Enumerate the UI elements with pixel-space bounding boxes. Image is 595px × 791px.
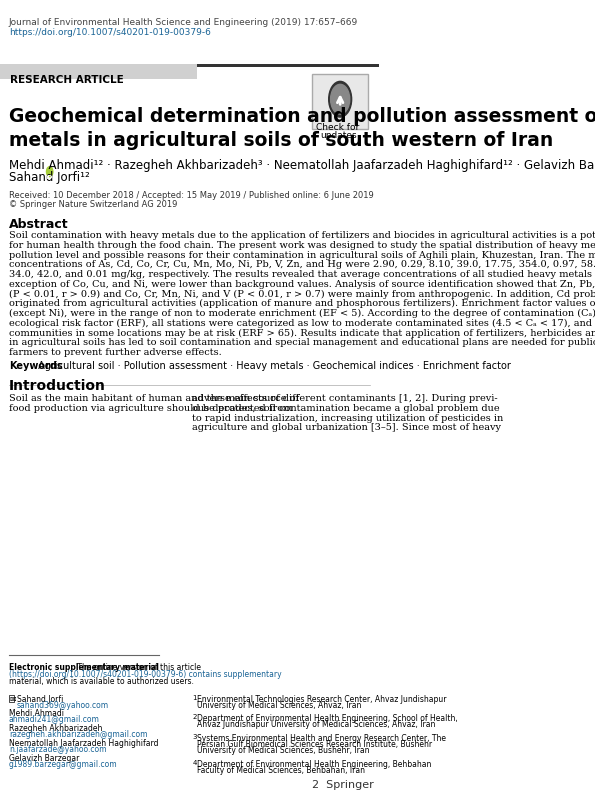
Text: Razegheh Akhbarizadeh: Razegheh Akhbarizadeh bbox=[9, 725, 102, 733]
Text: pollution level and possible reasons for their contamination in agricultural soi: pollution level and possible reasons for… bbox=[9, 251, 595, 259]
Circle shape bbox=[328, 81, 352, 117]
Text: Sahand Jorfi: Sahand Jorfi bbox=[17, 694, 63, 703]
Text: Abstract: Abstract bbox=[9, 218, 68, 231]
Text: Agricultural soil · Pollution assessment · Heavy metals · Geochemical indices · : Agricultural soil · Pollution assessment… bbox=[35, 361, 511, 370]
Text: 2  Springer: 2 Springer bbox=[312, 780, 374, 790]
Text: for human health through the food chain. The present work was designed to study : for human health through the food chain.… bbox=[9, 241, 595, 250]
Text: Persian Gulf Biomedical Sciences Research Institute, Bushehr: Persian Gulf Biomedical Sciences Researc… bbox=[198, 740, 433, 749]
Text: Sahand Jorfi¹²: Sahand Jorfi¹² bbox=[9, 171, 90, 184]
Text: Geochemical determination and pollution assessment of heavy
metals in agricultur: Geochemical determination and pollution … bbox=[9, 107, 595, 150]
Text: razegheh.akhbarizadeh@gmail.com: razegheh.akhbarizadeh@gmail.com bbox=[9, 730, 148, 740]
Text: (P < 0.01, r > 0.9) and Co, Cr, Mn, Ni, and V (P < 0.01, r > 0.7) were mainly fr: (P < 0.01, r > 0.9) and Co, Cr, Mn, Ni, … bbox=[9, 290, 595, 299]
Circle shape bbox=[331, 85, 350, 114]
Text: 34.0, 42.0, and 0.01 mg/kg, respectively. The results revealed that average conc: 34.0, 42.0, and 0.01 mg/kg, respectively… bbox=[9, 270, 595, 279]
Text: Journal of Environmental Health Science and Engineering (2019) 17:657–669: Journal of Environmental Health Science … bbox=[9, 18, 358, 27]
Text: communities in some locations may be at risk (ERF > 65). Results indicate that a: communities in some locations may be at … bbox=[9, 328, 595, 338]
Text: exception of Co, Cu, and Ni, were lower than background values. Analysis of sour: exception of Co, Cu, and Ni, were lower … bbox=[9, 280, 595, 289]
Text: Gelavizh Barzegar: Gelavizh Barzegar bbox=[9, 754, 79, 763]
Text: to rapid industrialization, increasing utilization of pesticides in: to rapid industrialization, increasing u… bbox=[192, 414, 503, 422]
Text: Electronic supplementary material: Electronic supplementary material bbox=[9, 663, 159, 672]
Bar bbox=[0, 63, 198, 79]
Text: Received: 10 December 2018 / Accepted: 15 May 2019 / Published online: 6 June 20: Received: 10 December 2018 / Accepted: 1… bbox=[9, 191, 374, 200]
Text: ecological risk factor (ERF), all stations were categorized as low to moderate c: ecological risk factor (ERF), all statio… bbox=[9, 319, 595, 327]
Text: 1: 1 bbox=[192, 694, 197, 701]
Text: Department of Environmental Health Engineering, School of Health,: Department of Environmental Health Engin… bbox=[198, 714, 458, 724]
Text: University of Medical Sciences, Bushehr, Iran: University of Medical Sciences, Bushehr,… bbox=[198, 746, 370, 755]
Text: (https://doi.org/10.1007/s40201-019-00379-6) contains supplementary: (https://doi.org/10.1007/s40201-019-0037… bbox=[9, 670, 281, 679]
Text: in agricultural soils has led to soil contamination and special management and e: in agricultural soils has led to soil co… bbox=[9, 338, 595, 347]
Text: g1989.barzegar@gmail.com: g1989.barzegar@gmail.com bbox=[9, 760, 118, 769]
Bar bbox=[9, 694, 14, 702]
Text: Keywords: Keywords bbox=[9, 361, 62, 370]
Text: 2: 2 bbox=[192, 714, 197, 721]
Text: © Springer Nature Switzerland AG 2019: © Springer Nature Switzerland AG 2019 bbox=[9, 200, 177, 210]
Text: Check for: Check for bbox=[316, 123, 359, 132]
Circle shape bbox=[46, 167, 53, 176]
Text: iD: iD bbox=[46, 175, 53, 180]
Text: farmers to prevent further adverse effects.: farmers to prevent further adverse effec… bbox=[9, 348, 222, 357]
Text: ahmadi241@gmail.com: ahmadi241@gmail.com bbox=[9, 715, 100, 725]
Text: University of Medical Sciences, Ahvaz, Iran: University of Medical Sciences, Ahvaz, I… bbox=[198, 701, 362, 710]
Text: Soil contamination with heavy metals due to the application of fertilizers and b: Soil contamination with heavy metals due… bbox=[9, 231, 595, 240]
Text: (except Ni), were in the range of non to moderate enrichment (EF < 5). According: (except Ni), were in the range of non to… bbox=[9, 309, 595, 318]
Text: agriculture and global urbanization [3–5]. Since most of heavy: agriculture and global urbanization [3–5… bbox=[192, 423, 502, 433]
Text: Faculty of Medical Sciences, Behbahan, Iran: Faculty of Medical Sciences, Behbahan, I… bbox=[198, 766, 365, 775]
Text: Introduction: Introduction bbox=[9, 380, 106, 393]
Text: concentrations of As, Cd, Co, Cr, Cu, Mn, Mo, Ni, Pb, V, Zn, and Hg were 2.90, 0: concentrations of As, Cd, Co, Cr, Cu, Mn… bbox=[9, 260, 595, 270]
Text: Neematollah Jaafarzadeh Haghighifard: Neematollah Jaafarzadeh Haghighifard bbox=[9, 740, 158, 748]
Text: Environmental Technologies Research Center, Ahvaz Jundishapur: Environmental Technologies Research Cent… bbox=[198, 694, 447, 703]
Text: Mehdi Ahmadi¹² · Razegheh Akhbarizadeh³ · Neematollah Jaafarzadeh Haghighifard¹²: Mehdi Ahmadi¹² · Razegheh Akhbarizadeh³ … bbox=[9, 159, 595, 172]
Text: Systems Environmental Health and Energy Research Center, The: Systems Environmental Health and Energy … bbox=[198, 734, 446, 744]
Text: material, which is available to authorized users.: material, which is available to authoriz… bbox=[9, 676, 194, 686]
Text: Mehdi Ahmadi: Mehdi Ahmadi bbox=[9, 710, 64, 718]
Text: ✉: ✉ bbox=[10, 694, 16, 703]
Text: sahand369@yahoo.com: sahand369@yahoo.com bbox=[17, 701, 109, 710]
Text: The online version of this article: The online version of this article bbox=[75, 663, 201, 672]
Text: updates: updates bbox=[321, 131, 357, 140]
Text: originated from agricultural activities (application of manure and phosphorous f: originated from agricultural activities … bbox=[9, 299, 595, 308]
Text: food production via agriculture should be protected from: food production via agriculture should b… bbox=[9, 404, 292, 413]
Text: ous decades, soil contamination became a global problem due: ous decades, soil contamination became a… bbox=[192, 404, 500, 413]
Text: adverse effects of different contaminants [1, 2]. During previ-: adverse effects of different contaminant… bbox=[192, 394, 498, 403]
Text: 4: 4 bbox=[192, 760, 197, 766]
Text: Ahvaz Jundishapur University of Medical Sciences, Ahvaz, Iran: Ahvaz Jundishapur University of Medical … bbox=[198, 721, 436, 729]
Text: https://doi.org/10.1007/s40201-019-00379-6: https://doi.org/10.1007/s40201-019-00379… bbox=[9, 28, 211, 37]
Text: RESEARCH ARTICLE: RESEARCH ARTICLE bbox=[10, 75, 124, 85]
Text: n.jaafarzade@yahoo.com: n.jaafarzade@yahoo.com bbox=[9, 745, 107, 754]
Text: 3: 3 bbox=[192, 734, 197, 740]
Bar bbox=[312, 74, 368, 129]
Text: Soil as the main habitant of human and the main source of: Soil as the main habitant of human and t… bbox=[9, 394, 299, 403]
Text: Department of Environmental Health Engineering, Behbahan: Department of Environmental Health Engin… bbox=[198, 760, 432, 769]
Bar bbox=[0, 63, 379, 67]
